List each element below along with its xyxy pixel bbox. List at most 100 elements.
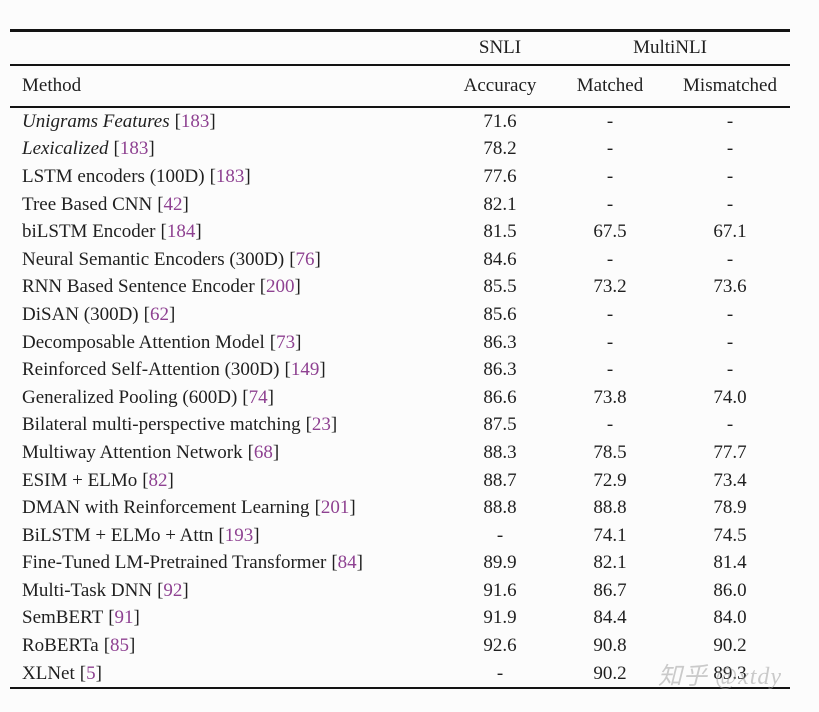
- method-cell: DiSAN (300D)62: [10, 301, 450, 329]
- mismatched-cell: 73.6: [713, 276, 747, 298]
- method-cell: Multi-Task DNN92: [10, 577, 450, 605]
- mismatched-cell: 74.5: [713, 524, 747, 546]
- citation-link: 76: [289, 249, 321, 270]
- mismatched-cell: -: [726, 110, 734, 132]
- mismatched-cell: -: [726, 248, 734, 270]
- citation-link: 82: [142, 470, 174, 491]
- table-row: Unigrams Features183 71.6 - -: [10, 107, 790, 136]
- method-cell: Reinforced Self-Attention (300D)149: [10, 356, 450, 384]
- method-name: Fine-Tuned LM-Pretrained Transformer: [22, 552, 327, 574]
- method-cell: Unigrams Features183: [10, 107, 450, 136]
- method-name: Multi-Task DNN: [22, 579, 153, 601]
- method-cell: Tree Based CNN42: [10, 191, 450, 219]
- snli-accuracy-cell: 88.8: [483, 497, 517, 519]
- table-row: biLSTM Encoder184 81.5 67.5 67.1: [10, 218, 790, 246]
- table-row: DMAN with Reinforcement Learning201 88.8…: [10, 494, 790, 522]
- citation-link: 23: [306, 414, 338, 435]
- citation-link: 74: [242, 387, 274, 408]
- mismatched-cell: 89.3: [713, 662, 747, 684]
- method-cell: SemBERT91: [10, 605, 450, 633]
- matched-cell: 73.2: [593, 276, 627, 298]
- column-header-row: Method Accuracy Matched Mismatched: [10, 65, 791, 108]
- method-name: DMAN with Reinforcement Learning: [22, 497, 310, 519]
- snli-accuracy-cell: 71.6: [483, 110, 517, 132]
- matched-cell: 72.9: [593, 469, 627, 491]
- citation-link: 183: [114, 138, 155, 159]
- citation-link: 201: [315, 497, 356, 518]
- mismatched-cell: 77.7: [713, 441, 747, 463]
- snli-accuracy-cell: 81.5: [483, 221, 517, 243]
- method-name: DiSAN (300D): [22, 303, 139, 325]
- method-cell: Lexicalized183: [10, 136, 450, 164]
- snli-accuracy-cell: 88.7: [483, 469, 517, 491]
- table-header: SNLI MultiNLI Method Accuracy Matched Mi…: [10, 30, 791, 108]
- citation-link: 193: [218, 525, 259, 546]
- mismatched-cell: 74.0: [713, 386, 747, 408]
- method-name: Decomposable Attention Model: [22, 331, 265, 353]
- matched-cell: -: [606, 248, 614, 270]
- table-row: Multiway Attention Network68 88.3 78.5 7…: [10, 439, 790, 467]
- matched-cell: 90.2: [593, 662, 627, 684]
- snli-accuracy-cell: 84.6: [483, 248, 517, 270]
- mismatched-cell: -: [726, 359, 734, 381]
- mismatched-cell: -: [726, 193, 734, 215]
- group-header-snli: SNLI: [450, 30, 550, 66]
- citation-link: 184: [161, 221, 202, 242]
- method-cell: RoBERTa85: [10, 632, 450, 660]
- snli-accuracy-cell: 92.6: [483, 635, 517, 657]
- method-name: Tree Based CNN: [22, 193, 153, 215]
- method-cell: Bilateral multi-perspective matching23: [10, 412, 450, 440]
- method-name: RNN Based Sentence Encoder: [22, 276, 255, 298]
- method-name: Reinforced Self-Attention (300D): [22, 359, 280, 381]
- mismatched-cell: 90.2: [713, 635, 747, 657]
- citation-link: 5: [80, 663, 102, 684]
- citation-link: 68: [248, 442, 280, 463]
- snli-accuracy-cell: 88.3: [483, 441, 517, 463]
- matched-cell: 84.4: [593, 607, 627, 629]
- snli-accuracy-cell: 85.5: [483, 276, 517, 298]
- table-body: Unigrams Features183 71.6 - - Lexicalize…: [10, 107, 790, 688]
- table-row: LSTM encoders (100D)183 77.6 - -: [10, 163, 790, 191]
- results-table: SNLI MultiNLI Method Accuracy Matched Mi…: [10, 29, 791, 690]
- snli-accuracy-cell: 87.5: [483, 414, 517, 436]
- snli-accuracy-cell: 86.6: [483, 386, 517, 408]
- matched-cell: -: [606, 138, 614, 160]
- method-cell: BiLSTM + ELMo + Attn193: [10, 522, 450, 550]
- table-row: RoBERTa85 92.6 90.8 90.2: [10, 632, 790, 660]
- matched-cell: 73.8: [593, 386, 627, 408]
- table-row: Tree Based CNN42 82.1 - -: [10, 191, 790, 219]
- mismatched-cell: -: [726, 331, 734, 353]
- table-row: Bilateral multi-perspective matching23 8…: [10, 412, 790, 440]
- snli-accuracy-cell: 91.6: [483, 579, 517, 601]
- table-row: Decomposable Attention Model73 86.3 - -: [10, 329, 790, 357]
- citation-link: 91: [108, 607, 140, 628]
- method-name: Multiway Attention Network: [22, 441, 243, 463]
- table-row: BiLSTM + ELMo + Attn193 - 74.1 74.5: [10, 522, 790, 550]
- method-name: XLNet: [22, 662, 75, 684]
- method-cell: XLNet5: [10, 660, 450, 689]
- column-header-method: Method: [10, 65, 450, 108]
- matched-cell: -: [606, 359, 614, 381]
- dataset-group-row: SNLI MultiNLI: [10, 30, 791, 66]
- matched-cell: 82.1: [593, 552, 627, 574]
- method-cell: LSTM encoders (100D)183: [10, 163, 450, 191]
- table-row: Multi-Task DNN92 91.6 86.7 86.0: [10, 577, 790, 605]
- snli-accuracy-cell: -: [496, 524, 504, 546]
- method-name: Neural Semantic Encoders (300D): [22, 248, 285, 270]
- snli-accuracy-cell: 91.9: [483, 607, 517, 629]
- method-name: Bilateral multi-perspective matching: [22, 414, 301, 436]
- citation-link: 73: [270, 332, 302, 353]
- method-cell: Decomposable Attention Model73: [10, 329, 450, 357]
- group-header-spacer: [10, 30, 450, 66]
- matched-cell: 88.8: [593, 497, 627, 519]
- method-name: ESIM + ELMo: [22, 469, 138, 491]
- snli-accuracy-cell: 82.1: [483, 193, 517, 215]
- mismatched-cell: 81.4: [713, 552, 747, 574]
- column-header-mismatched: Mismatched: [670, 65, 791, 108]
- citation-link: 149: [284, 359, 325, 380]
- mismatched-cell: 73.4: [713, 469, 747, 491]
- group-header-multinli: MultiNLI: [550, 30, 791, 66]
- method-name: biLSTM Encoder: [22, 221, 156, 243]
- table-row: RNN Based Sentence Encoder200 85.5 73.2 …: [10, 274, 790, 302]
